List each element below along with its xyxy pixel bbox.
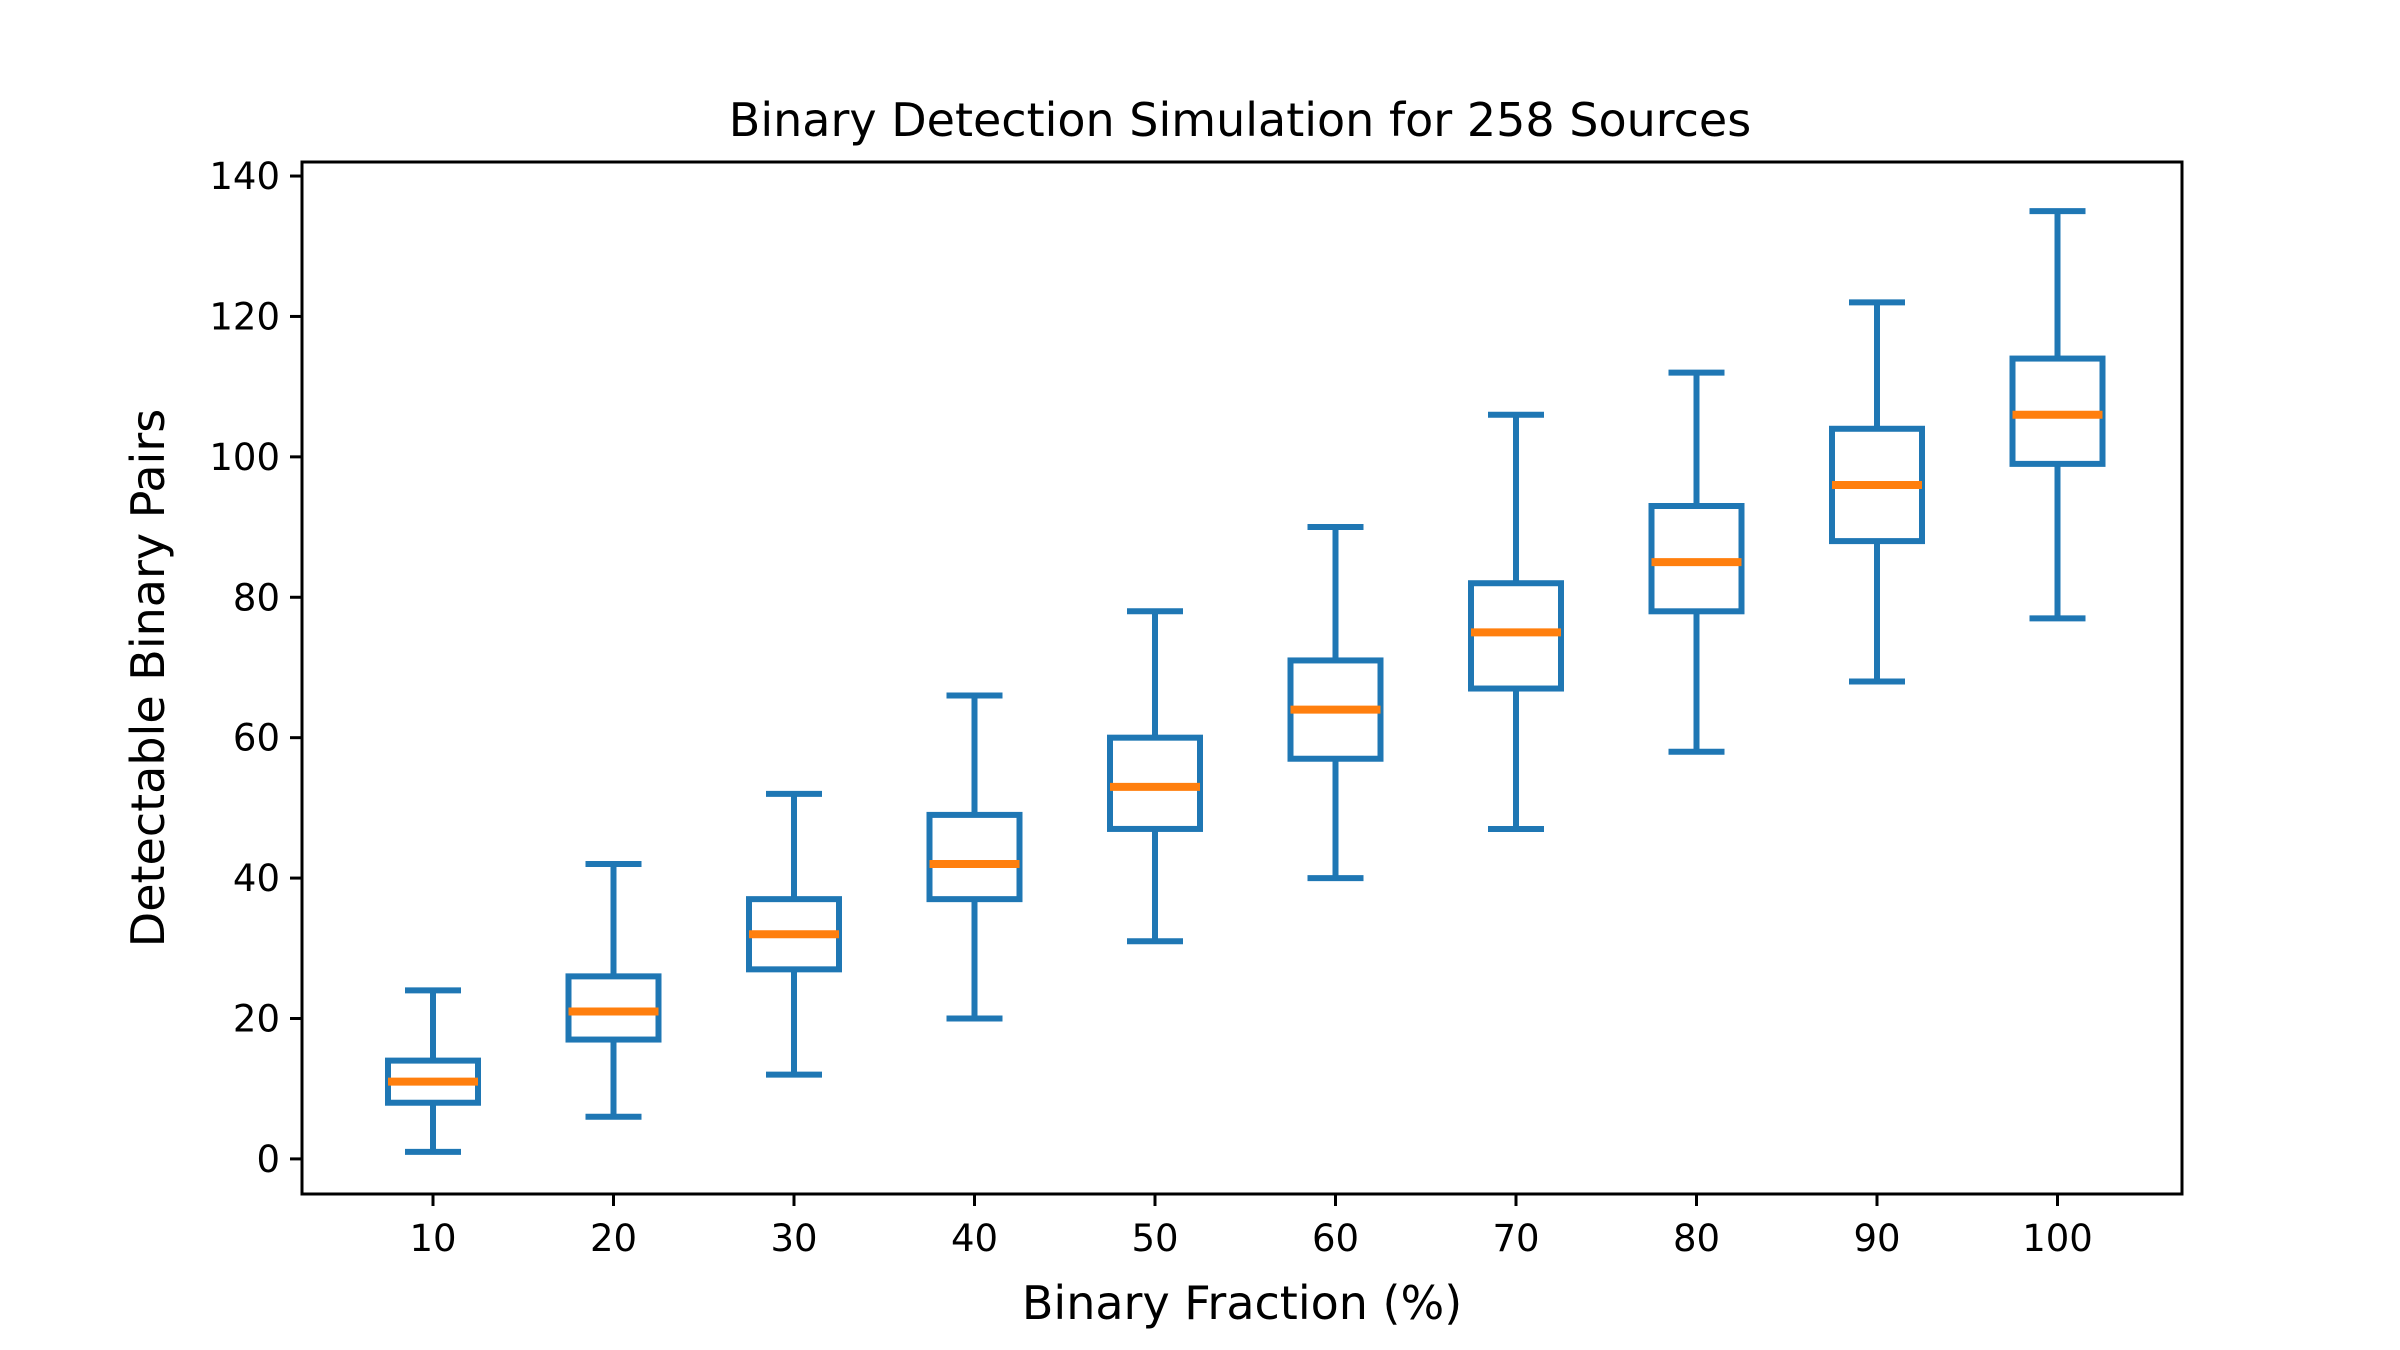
y-tick-label-100: 100 [209,436,280,479]
y-tick-label-60: 60 [233,717,280,760]
x-axis: 10 20 30 40 50 60 70 80 90 100 [409,1194,2093,1260]
x-tick-label-90: 90 [1853,1217,1900,1260]
plot-area [385,208,2106,1155]
x-tick-label-20: 20 [590,1217,637,1260]
box-80 [1648,369,1745,755]
x-tick-label-50: 50 [1131,1217,1178,1260]
plot-frame [300,160,2184,1196]
box-10 [385,987,481,1155]
box-20 [565,861,662,1120]
x-tick-label-70: 70 [1492,1217,1539,1260]
box-40 [926,692,1023,1022]
y-tick-label-120: 120 [209,295,280,338]
box-50 [1107,608,1203,945]
box-90 [1829,299,1925,685]
box-100 [2009,208,2106,622]
x-tick-label-60: 60 [1312,1217,1359,1260]
box-30 [746,790,842,1078]
x-axis-label: Binary Fraction (%) [1022,1276,1462,1330]
y-tick-label-0: 0 [256,1138,280,1181]
x-tick-label-100: 100 [2022,1217,2093,1260]
y-tick-label-40: 40 [233,857,280,900]
x-tick-label-40: 40 [951,1217,998,1260]
y-tick-label-20: 20 [233,997,280,1040]
y-axis-label: Detectable Binary Pairs [121,409,175,947]
x-tick-label-80: 80 [1673,1217,1720,1260]
y-tick-label-80: 80 [233,576,280,619]
box-70 [1468,411,1564,832]
y-axis: 0 20 40 60 80 100 120 140 [209,155,302,1181]
x-tick-label-30: 30 [770,1217,817,1260]
box-60 [1287,524,1384,882]
y-tick-label-140: 140 [209,155,280,198]
chart-title: Binary Detection Simulation for 258 Sour… [729,93,1751,147]
x-tick-label-10: 10 [409,1217,456,1260]
iqr-box [926,811,1023,903]
